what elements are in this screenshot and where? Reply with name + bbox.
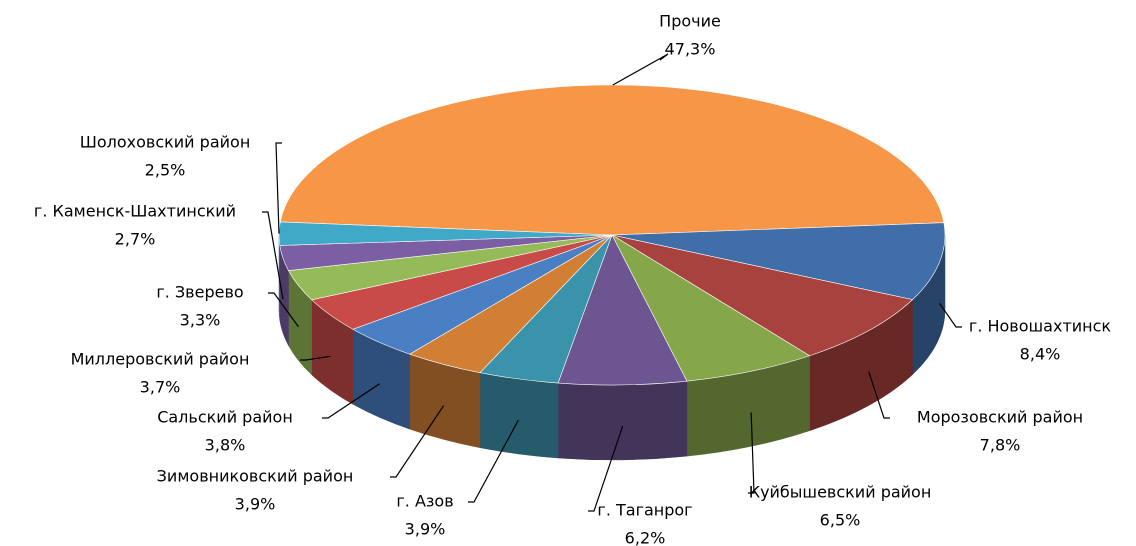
- slice-value-label: 6,2%: [625, 529, 666, 546]
- leader-line: [868, 371, 890, 419]
- slice-value-label: 8,4%: [1020, 345, 1061, 364]
- slice-label: Морозовский район: [917, 408, 1083, 427]
- slice-label: г. Азов: [396, 492, 453, 511]
- slice-side: [557, 380, 688, 461]
- slice-label: Зимовниковский район: [157, 467, 354, 486]
- slice: [279, 84, 945, 236]
- slice-value-label: 3,9%: [405, 520, 446, 539]
- slice-value-label: 2,5%: [145, 161, 186, 180]
- slice: [611, 222, 946, 300]
- leader-line: [468, 419, 519, 503]
- slice-value-label: 3,8%: [205, 436, 246, 455]
- slice-label: Миллеровский район: [71, 350, 250, 369]
- slice-label: Сальский район: [157, 408, 293, 427]
- slice-side: [479, 372, 559, 459]
- leader-line: [390, 405, 445, 478]
- slice-value-label: 3,7%: [140, 378, 181, 397]
- slice-label: г. Зверево: [156, 283, 243, 302]
- leader-line: [275, 142, 282, 234]
- slice-value-label: 7,8%: [980, 436, 1021, 455]
- leader-line: [262, 211, 284, 300]
- slice-label: Шолоховский район: [80, 133, 251, 152]
- slice-value-label: 2,7%: [115, 230, 156, 249]
- slice-label: Куйбышевский район: [749, 483, 932, 502]
- slice: [611, 234, 811, 382]
- slice-label: г. Каменск-Шахтинский: [34, 202, 236, 221]
- slice-value-label: 3,3%: [180, 311, 221, 330]
- slice: [557, 234, 688, 386]
- leader-line: [939, 302, 962, 328]
- slice: [611, 234, 914, 357]
- leader-line: [612, 53, 669, 86]
- leader-line: [300, 355, 331, 361]
- slice-value-label: 47,3%: [665, 40, 716, 59]
- leader-line: [588, 425, 624, 512]
- leader-line: [748, 412, 755, 494]
- leader-line: [268, 292, 299, 328]
- slice-label: Прочие: [659, 12, 721, 31]
- leader-line: [322, 383, 381, 419]
- slice-value-label: 3,9%: [235, 495, 276, 514]
- slice-label: г. Таганрог: [597, 501, 692, 520]
- slice-value-label: 6,5%: [820, 511, 861, 530]
- slice-label: г. Новошахтинск: [969, 317, 1112, 336]
